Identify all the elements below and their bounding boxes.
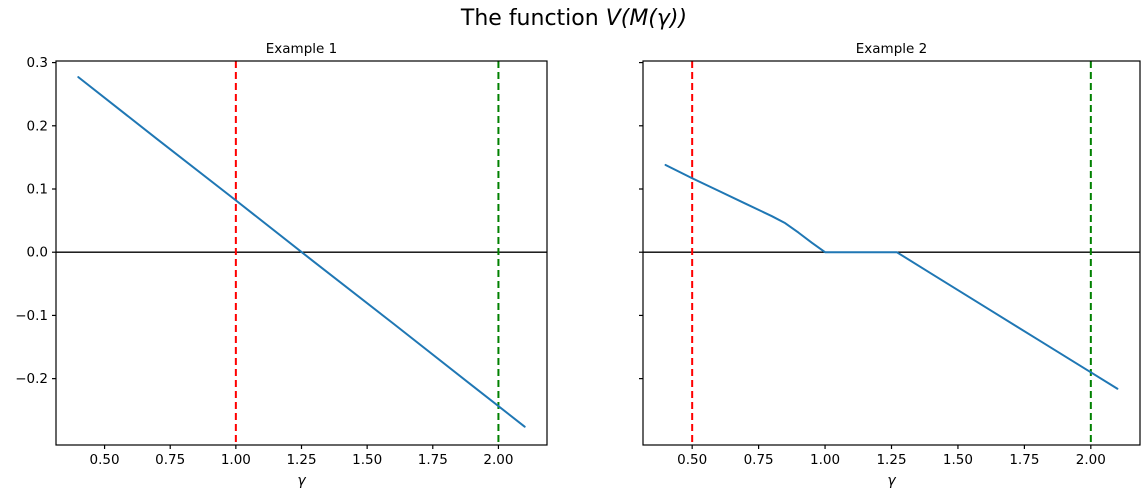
x-tick-label: 2.00 <box>483 452 513 468</box>
x-tick-label: 0.75 <box>155 452 185 468</box>
x-tick-label: 1.75 <box>418 452 448 468</box>
axes-example-2: 0.50 0.75 1.00 1.25 1.50 1.75 2.00 Example 2 γ <box>639 41 1141 489</box>
x-axis-label: γ <box>887 473 896 489</box>
y-tick-label: −0.2 <box>15 371 48 387</box>
x-tick-label: 1.25 <box>876 452 906 468</box>
x-tick-label: 1.00 <box>810 452 840 468</box>
figure-title-prefix: The function <box>460 6 606 31</box>
axes-example-1: 0.50 0.75 1.00 1.25 1.50 1.75 2.00 0.3 0.2 0.1 0.0… <box>15 41 548 489</box>
x-tick-label: 2.00 <box>1076 452 1106 468</box>
axes-title: Example 1 <box>266 41 337 57</box>
x-tick-label: 0.75 <box>744 452 774 468</box>
axes-title: Example 2 <box>856 41 927 57</box>
x-tick-label: 1.00 <box>221 452 251 468</box>
x-tick-label: 1.25 <box>286 452 316 468</box>
series-line <box>664 163 1119 390</box>
y-tick-label: 0.2 <box>27 118 48 134</box>
x-tick-label: 0.50 <box>90 452 120 468</box>
x-axis-label: γ <box>297 473 306 489</box>
series-line <box>77 76 526 428</box>
figure-title-math: V(M(γ)) <box>605 6 688 31</box>
x-tick-label: 0.50 <box>677 452 707 468</box>
y-tick-label: 0.0 <box>27 245 48 261</box>
y-tick-label: 0.3 <box>27 55 48 71</box>
y-tick-label: 0.1 <box>27 182 48 198</box>
x-tick-label: 1.50 <box>352 452 382 468</box>
x-tick-label: 1.50 <box>943 452 973 468</box>
y-tick-label: −0.1 <box>15 308 48 324</box>
x-tick-label: 1.75 <box>1009 452 1039 468</box>
figure-title: The function V(M(γ)) <box>0 5 1148 32</box>
